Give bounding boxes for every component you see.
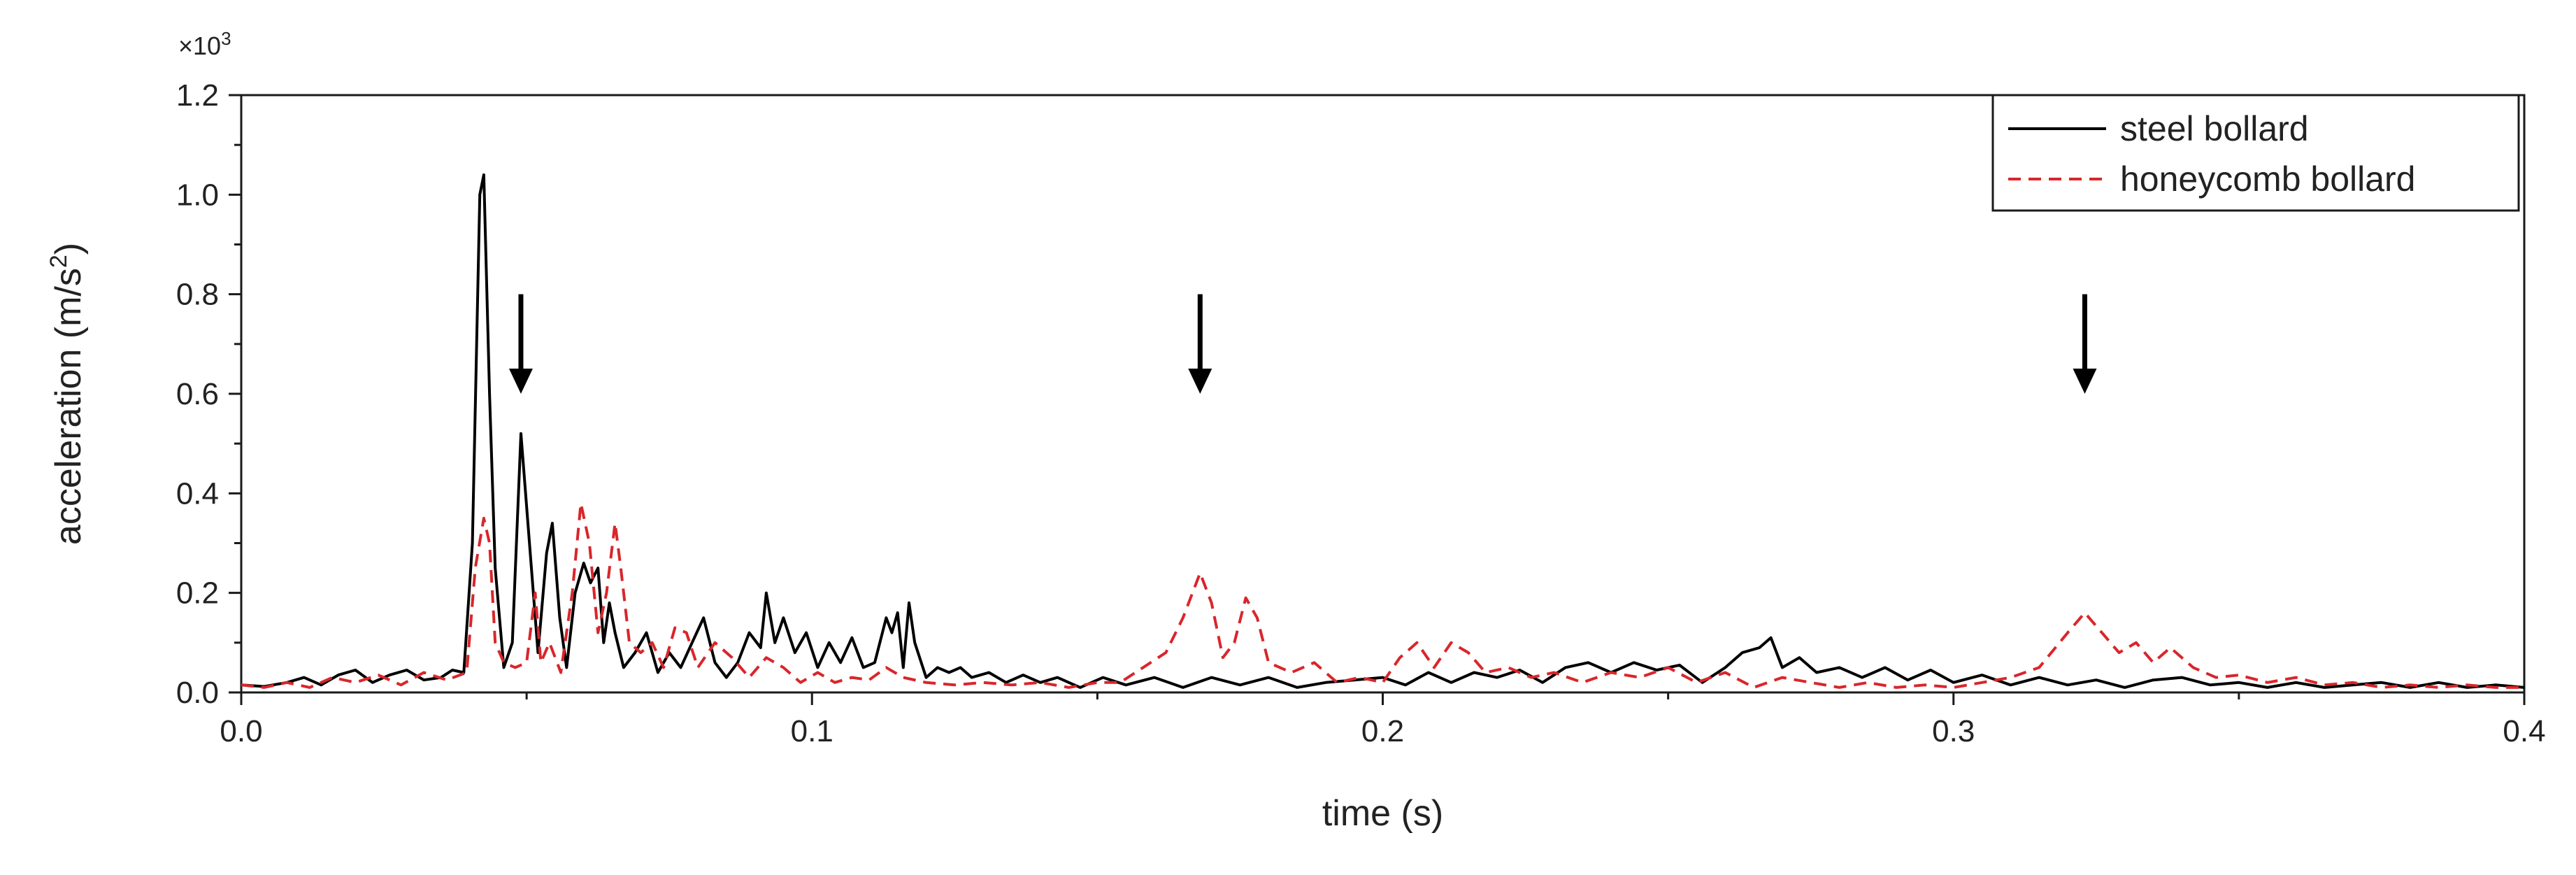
y-axis-multiplier: ×103: [178, 28, 231, 60]
series-line-honeycomb-bollard: [241, 501, 2524, 689]
x-tick-label: 0.4: [2503, 714, 2545, 748]
series-line-steel-bollard: [241, 173, 2525, 689]
legend-box: [1991, 94, 2520, 212]
y-tick-label: 0.2: [176, 576, 219, 611]
x-axis-label: time (s): [1322, 793, 1443, 834]
x-tick-label: 0.3: [1932, 714, 1975, 748]
y-axis-label-close: ): [48, 243, 89, 255]
annotation-arrow-head: [2073, 369, 2097, 394]
legend-label-steel-bollard: steel bollard: [2120, 109, 2309, 148]
x-tick-label: 0.2: [1361, 714, 1404, 748]
y-tick-label: 0.4: [176, 476, 219, 511]
legend-label-honeycomb-bollard: honeycomb bollard: [2120, 159, 2416, 199]
y-tick-label: 0.8: [176, 278, 219, 312]
annotation-arrow-head: [508, 369, 533, 394]
y-tick-label: 1.0: [176, 178, 219, 212]
y-tick-label: 1.2: [176, 78, 219, 113]
y-axis-multiplier-exponent: 3: [221, 28, 231, 49]
y-axis-label: acceleration (m/s2): [45, 243, 89, 545]
y-axis-label-superscript: 2: [45, 255, 72, 268]
y-tick-label: 0.0: [176, 676, 219, 710]
annotation-arrow-head: [1188, 369, 1212, 394]
y-tick-label: 0.6: [176, 377, 219, 411]
x-tick-label: 0.1: [791, 714, 833, 748]
x-tick-label: 0.0: [220, 714, 262, 748]
annotation-layer: [508, 294, 2097, 394]
axes-layer: 0.0 0.1 0.2 0.3 0.4 0.0 0.2 0.4 0.6 0.8 1.0 1.2: [176, 78, 2546, 748]
y-axis-label-main: acceleration (m/s: [48, 268, 89, 545]
series-layer: [241, 173, 2525, 689]
y-axis-multiplier-base: ×10: [178, 31, 221, 60]
legend: steel bollard honeycomb bollard: [1991, 94, 2520, 212]
